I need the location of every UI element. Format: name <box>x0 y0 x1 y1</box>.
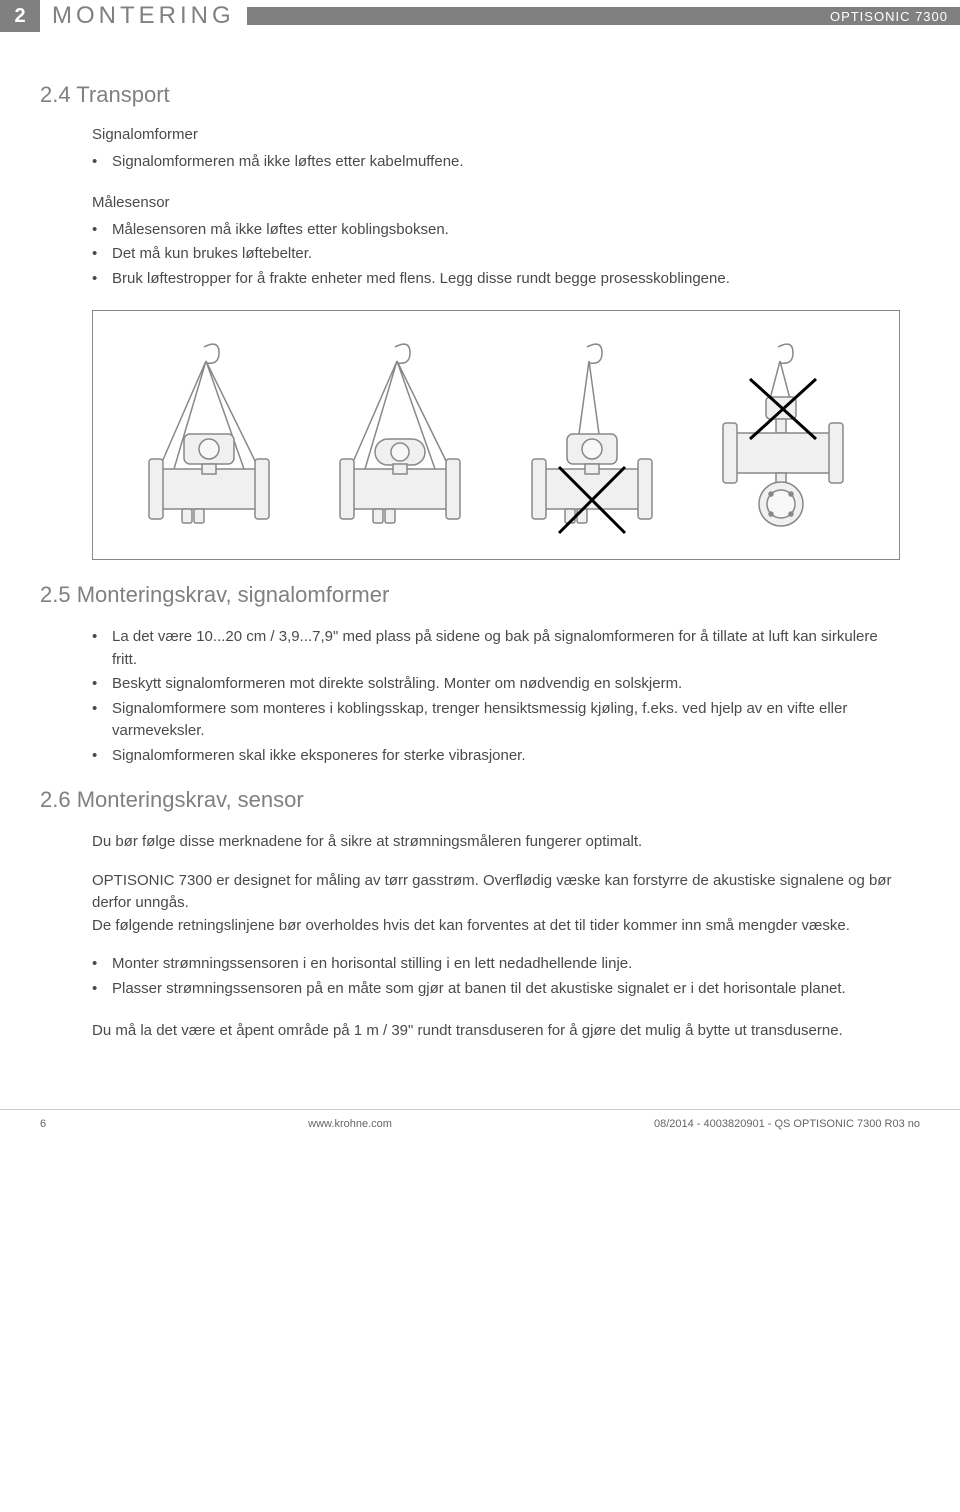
footer-docref: 08/2014 - 4003820901 - QS OPTISONIC 7300… <box>654 1118 920 1130</box>
bullet-list: Monter strømningssensoren i en horisonta… <box>40 953 900 1000</box>
bullet-list: Målesensoren må ikke løftes etter koblin… <box>40 219 900 291</box>
list-item: Beskytt signalomformeren mot direkte sol… <box>92 673 900 696</box>
list-item: La det være 10...20 cm / 3,9...7,9" med … <box>92 626 900 671</box>
header-stripe: OPTISONIC 7300 <box>247 7 960 25</box>
subheading-signalomformer: Signalomformer <box>40 126 900 143</box>
heading-2-4: 2.4 Transport <box>40 82 900 108</box>
device-illustration <box>124 339 294 539</box>
paragraph: OPTISONIC 7300 er designet for måling av… <box>40 870 900 938</box>
page-footer: 6 www.krohne.com 08/2014 - 4003820901 - … <box>0 1109 960 1140</box>
list-item: Målesensoren må ikke løftes etter koblin… <box>92 219 900 242</box>
device-illustration <box>315 339 485 539</box>
list-item: Bruk løftestropper for å frakte enheter … <box>92 268 900 291</box>
product-name: OPTISONIC 7300 <box>830 9 948 24</box>
device-illustration-wrong <box>507 339 677 539</box>
page-header: 2 MONTERING OPTISONIC 7300 <box>0 0 960 32</box>
paragraph: Du må la det være et åpent område på 1 m… <box>40 1020 900 1043</box>
section-title: MONTERING <box>40 0 235 32</box>
section-number: 2 <box>0 0 40 32</box>
subheading-malesensor: Målesensor <box>40 194 900 211</box>
list-item: Monter strømningssensoren i en horisonta… <box>92 953 900 976</box>
paragraph: Du bør følge disse merknadene for å sikr… <box>40 831 900 854</box>
list-item: Signalomformeren må ikke løftes etter ka… <box>92 151 900 174</box>
heading-2-6: 2.6 Monteringskrav, sensor <box>40 787 900 813</box>
list-item: Signalomformere som monteres i koblingss… <box>92 698 900 743</box>
figure-2-2 <box>92 310 900 560</box>
footer-site: www.krohne.com <box>308 1118 392 1130</box>
list-item: Plasser strømningssensoren på en måte so… <box>92 978 900 1001</box>
device-illustration-wrong <box>698 339 868 539</box>
bullet-list: Signalomformeren må ikke løftes etter ka… <box>40 151 900 174</box>
bullet-list: La det være 10...20 cm / 3,9...7,9" med … <box>40 626 900 767</box>
list-item: Signalomformeren skal ikke eksponeres fo… <box>92 745 900 768</box>
heading-2-5: 2.5 Monteringskrav, signalomformer <box>40 582 900 608</box>
page-content: 2.4 Transport Signalomformer Signalomfor… <box>0 32 960 1079</box>
list-item: Det må kun brukes løftebelter. <box>92 243 900 266</box>
page-number: 6 <box>40 1118 46 1130</box>
